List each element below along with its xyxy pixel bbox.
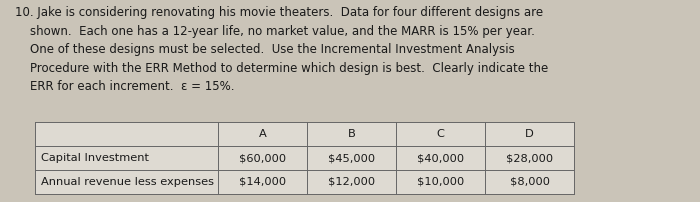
Text: $12,000: $12,000 bbox=[328, 177, 375, 187]
Text: Annual revenue less expenses: Annual revenue less expenses bbox=[41, 177, 214, 187]
Text: C: C bbox=[437, 129, 444, 139]
Text: shown.  Each one has a 12-year life, no market value, and the MARR is 15% per ye: shown. Each one has a 12-year life, no m… bbox=[15, 25, 536, 38]
Text: $14,000: $14,000 bbox=[239, 177, 286, 187]
Text: $8,000: $8,000 bbox=[510, 177, 550, 187]
Text: $45,000: $45,000 bbox=[328, 153, 375, 163]
Text: 10. Jake is considering renovating his movie theaters.  Data for four different : 10. Jake is considering renovating his m… bbox=[15, 6, 543, 19]
Text: $10,000: $10,000 bbox=[417, 177, 464, 187]
Text: B: B bbox=[348, 129, 356, 139]
Text: Procedure with the ERR Method to determine which design is best.  Clearly indica: Procedure with the ERR Method to determi… bbox=[15, 62, 549, 75]
Text: One of these designs must be selected.  Use the Incremental Investment Analysis: One of these designs must be selected. U… bbox=[15, 43, 515, 56]
Text: D: D bbox=[525, 129, 534, 139]
Text: A: A bbox=[259, 129, 267, 139]
Text: $28,000: $28,000 bbox=[506, 153, 553, 163]
Text: $60,000: $60,000 bbox=[239, 153, 286, 163]
Text: Capital Investment: Capital Investment bbox=[41, 153, 148, 163]
Text: $40,000: $40,000 bbox=[417, 153, 464, 163]
Text: ERR for each increment.  ε = 15%.: ERR for each increment. ε = 15%. bbox=[15, 80, 235, 93]
FancyBboxPatch shape bbox=[35, 122, 574, 194]
